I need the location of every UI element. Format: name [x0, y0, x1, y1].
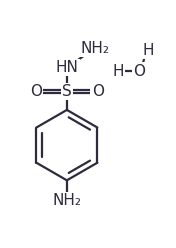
Text: S: S	[62, 84, 72, 99]
Text: HN: HN	[55, 60, 78, 75]
Text: H: H	[112, 64, 124, 79]
Text: H: H	[142, 43, 154, 58]
Text: O: O	[92, 84, 104, 99]
Text: O: O	[30, 84, 42, 99]
Text: NH₂: NH₂	[52, 193, 81, 208]
Text: O: O	[133, 64, 145, 79]
Text: NH₂: NH₂	[81, 41, 109, 56]
